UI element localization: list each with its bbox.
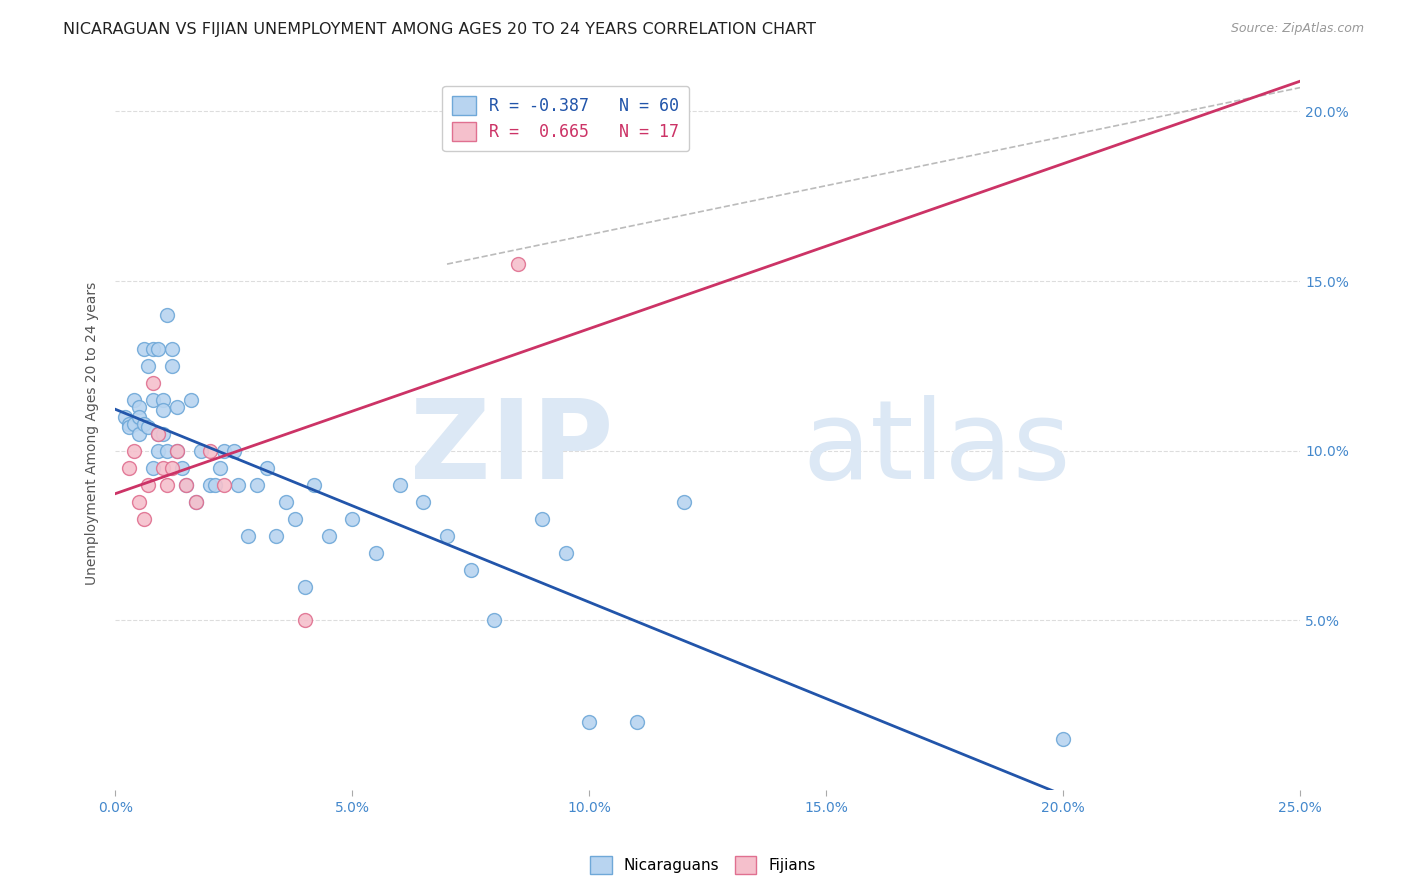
Point xyxy=(176,477,198,491)
Legend: Nicaraguans, Fijians: Nicaraguans, Fijians xyxy=(583,850,823,880)
Point xyxy=(554,545,576,559)
Point xyxy=(152,392,174,407)
Point xyxy=(142,460,165,475)
Point xyxy=(198,477,221,491)
Legend: R = -0.387   N = 60, R =  0.665   N = 17: R = -0.387 N = 60, R = 0.665 N = 17 xyxy=(441,86,689,151)
Point xyxy=(156,443,179,458)
Point xyxy=(166,443,188,458)
Point xyxy=(198,443,221,458)
Point xyxy=(256,460,278,475)
Point xyxy=(132,511,155,525)
Point xyxy=(294,580,316,594)
Point xyxy=(626,715,648,730)
Point xyxy=(460,563,482,577)
Point xyxy=(204,477,226,491)
Point xyxy=(118,417,141,431)
Point xyxy=(166,400,188,414)
Point xyxy=(412,494,434,508)
Point xyxy=(180,392,202,407)
Point xyxy=(152,403,174,417)
Point xyxy=(122,443,145,458)
Point xyxy=(222,443,245,458)
Point xyxy=(160,460,183,475)
Point xyxy=(142,392,165,407)
Y-axis label: Unemployment Among Ages 20 to 24 years: Unemployment Among Ages 20 to 24 years xyxy=(86,282,100,585)
Point xyxy=(274,494,297,508)
Point xyxy=(156,308,179,322)
Point xyxy=(118,420,141,434)
Point xyxy=(284,511,307,525)
Point xyxy=(342,511,364,525)
Point xyxy=(142,342,165,356)
Point xyxy=(236,528,259,542)
Point xyxy=(208,460,231,475)
Point xyxy=(122,392,145,407)
Point xyxy=(146,342,169,356)
Text: ZIP: ZIP xyxy=(409,394,613,501)
Point xyxy=(294,614,316,628)
Point xyxy=(146,426,169,441)
Text: Source: ZipAtlas.com: Source: ZipAtlas.com xyxy=(1230,22,1364,36)
Point xyxy=(214,443,236,458)
Point xyxy=(138,477,160,491)
Point xyxy=(128,426,150,441)
Text: atlas: atlas xyxy=(803,394,1071,501)
Point xyxy=(318,528,340,542)
Point xyxy=(128,494,150,508)
Point xyxy=(146,426,169,441)
Point xyxy=(142,376,165,390)
Point xyxy=(122,417,145,431)
Point xyxy=(388,477,411,491)
Point xyxy=(304,477,326,491)
Point xyxy=(152,426,174,441)
Point xyxy=(160,342,183,356)
Point xyxy=(184,494,207,508)
Point xyxy=(506,257,529,271)
Point xyxy=(132,417,155,431)
Point xyxy=(176,477,198,491)
Point xyxy=(484,614,506,628)
Point xyxy=(128,400,150,414)
Point xyxy=(166,443,188,458)
Point xyxy=(190,443,212,458)
Point xyxy=(132,342,155,356)
Point xyxy=(1052,732,1074,747)
Point xyxy=(118,460,141,475)
Point xyxy=(114,409,136,424)
Point xyxy=(578,715,600,730)
Point xyxy=(128,409,150,424)
Point xyxy=(160,359,183,373)
Point xyxy=(138,420,160,434)
Point xyxy=(364,545,387,559)
Point xyxy=(156,477,179,491)
Point xyxy=(266,528,288,542)
Point xyxy=(228,477,250,491)
Point xyxy=(214,477,236,491)
Point xyxy=(246,477,269,491)
Point xyxy=(152,460,174,475)
Point xyxy=(146,443,169,458)
Point xyxy=(436,528,458,542)
Point xyxy=(170,460,193,475)
Point xyxy=(184,494,207,508)
Point xyxy=(138,359,160,373)
Point xyxy=(530,511,553,525)
Text: NICARAGUAN VS FIJIAN UNEMPLOYMENT AMONG AGES 20 TO 24 YEARS CORRELATION CHART: NICARAGUAN VS FIJIAN UNEMPLOYMENT AMONG … xyxy=(63,22,817,37)
Point xyxy=(672,494,695,508)
